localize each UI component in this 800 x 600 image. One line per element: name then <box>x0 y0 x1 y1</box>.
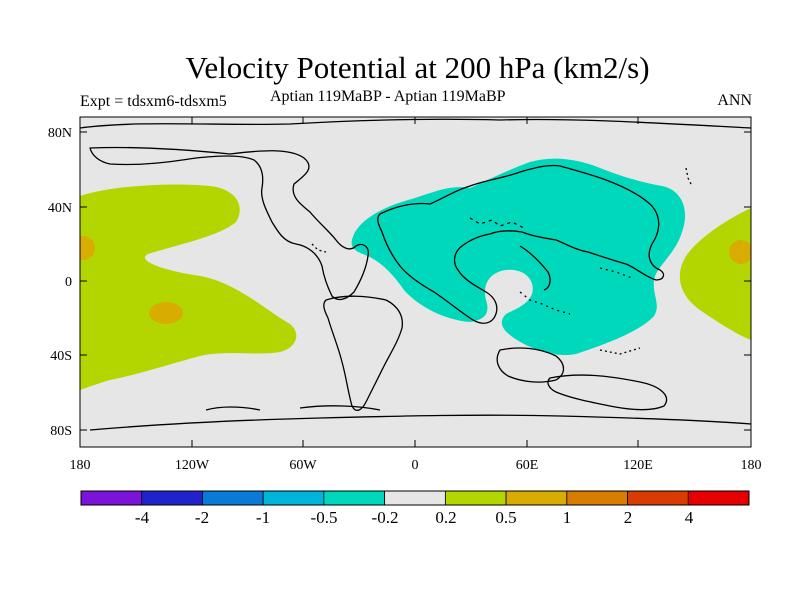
lon-label-0: 0 <box>412 458 419 473</box>
colorbar-label-10: 4 <box>685 508 694 527</box>
lon-label-180e: 180 <box>741 458 762 473</box>
map-panel <box>80 117 751 447</box>
colorbar-box <box>262 490 325 506</box>
lat-label-80n: 80N <box>48 126 72 141</box>
negative-anomaly-eurasia-indian-ocean <box>351 158 686 356</box>
latitude-axis <box>80 131 751 431</box>
colorbar <box>80 490 750 506</box>
colorbar-box <box>627 490 689 506</box>
season-label: ANN <box>717 92 752 109</box>
lon-label-120w: 120W <box>175 458 210 473</box>
colorbar-label-7: 0.5 <box>495 508 516 527</box>
colorbar-box <box>687 490 750 506</box>
colorbar-label-3: -1 <box>256 508 270 527</box>
positive-anomaly-center-south <box>149 302 183 324</box>
lon-label-60e: 60E <box>516 458 539 473</box>
positive-anomaly-west-pacific <box>80 184 297 390</box>
lon-label-120e: 120E <box>623 458 653 473</box>
lon-label-180w: 180 <box>70 458 91 473</box>
longitude-axis <box>79 117 752 447</box>
colorbar-label-9: 2 <box>624 508 633 527</box>
colorbar-box <box>323 490 386 506</box>
colorbar-box <box>141 490 203 506</box>
lat-label-80s: 80S <box>50 424 72 439</box>
positive-anomaly-center-west-edge <box>80 236 95 260</box>
period-label: Aptian 119MaBP - Aptian 119MaBP <box>270 88 506 105</box>
lat-label-40s: 40S <box>50 349 72 364</box>
colorbar-box <box>80 490 143 506</box>
colorbar-box <box>444 490 507 506</box>
lat-label-eq: 0 <box>65 275 72 290</box>
colorbar-box <box>566 490 628 506</box>
experiment-label: Expt = tdsxm6-tdsxm5 <box>80 93 227 110</box>
colorbar-box <box>505 490 568 506</box>
positive-anomaly-center-east-edge <box>729 240 751 264</box>
colorbar-frame <box>80 490 750 506</box>
colorbar-label-4: -0.5 <box>311 508 338 527</box>
lat-label-40n: 40N <box>48 201 72 216</box>
map-title: Velocity Potential at 200 hPa (km2/s) <box>185 50 650 85</box>
colorbar-label-2: -2 <box>195 508 209 527</box>
colorbar-box <box>384 490 446 506</box>
positive-anomaly-east-pacific <box>679 208 751 340</box>
coastlines <box>80 118 751 431</box>
colorbar-label-6: 0.2 <box>435 508 456 527</box>
colorbar-label-1: -4 <box>135 508 150 527</box>
colorbar-label-8: 1 <box>563 508 572 527</box>
lon-label-60w: 60W <box>289 458 317 473</box>
colorbar-box <box>202 490 264 506</box>
colorbar-label-5: -0.2 <box>372 508 399 527</box>
